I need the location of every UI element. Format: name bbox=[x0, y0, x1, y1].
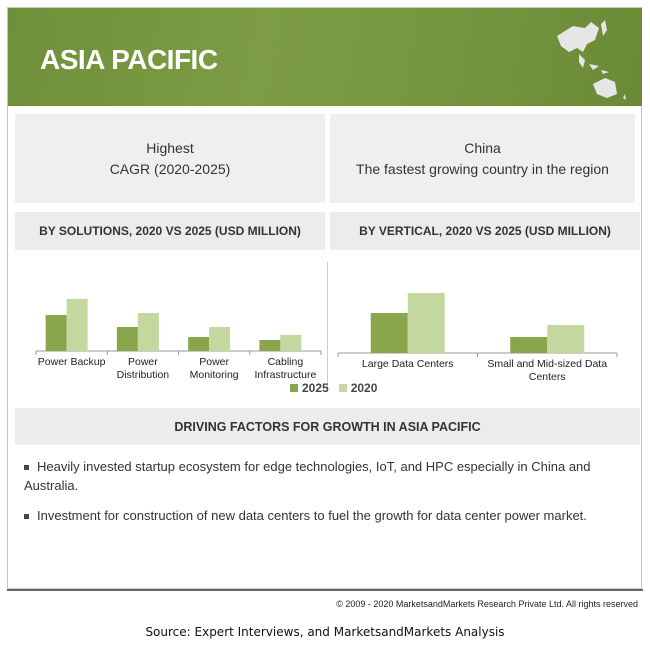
source-note: Source: Expert Interviews, and Marketsan… bbox=[145, 625, 505, 639]
infographic-frame bbox=[7, 7, 642, 589]
driver-item-1: Heavily invested startup ecosystem for e… bbox=[24, 457, 609, 495]
chart-title-solutions: BY SOLUTIONS, 2020 VS 2025 (USD MILLION) bbox=[15, 212, 325, 250]
x-tick-label: Power Monitoring bbox=[189, 356, 239, 381]
x-tick-label: Cabling Infrastructure bbox=[254, 356, 317, 381]
chart-title-vertical: BY VERTICAL, 2020 VS 2025 (USD MILLION) bbox=[330, 212, 640, 250]
x-tick-label: Small and Mid-sized Data Centers bbox=[487, 358, 608, 383]
highlight-country-line2: The fastest growing country in the regio… bbox=[356, 160, 609, 177]
chart-legend: 2025 2020 bbox=[290, 381, 377, 395]
bar-2020-cabling-infrastructure bbox=[280, 335, 302, 351]
footer-rule bbox=[7, 589, 643, 591]
legend-label-2025: 2025 bbox=[302, 381, 329, 395]
highlight-country-line1: China bbox=[464, 139, 501, 156]
driver-item-1-text: Heavily invested startup ecosystem for e… bbox=[24, 459, 591, 493]
bar-2025-cabling-infrastructure bbox=[259, 340, 281, 351]
bar-2020-power-monitoring bbox=[209, 327, 231, 351]
legend-swatch-2020 bbox=[338, 384, 347, 392]
bar-2025-power-backup bbox=[45, 315, 67, 351]
bar-2025-small-and-mid-sized-data-centers bbox=[510, 337, 548, 353]
vertical-bar-chart bbox=[337, 293, 618, 357]
bar-2025-large-data-centers bbox=[370, 313, 408, 353]
legend-label-2020: 2020 bbox=[350, 381, 378, 395]
copyright: © 2009 - 2020 MarketsandMarkets Research… bbox=[336, 599, 638, 609]
banner-title: ASIA PACIFIC bbox=[40, 44, 218, 75]
highlight-cagr-line1: Highest bbox=[146, 139, 194, 156]
bar-2025-power-monitoring bbox=[188, 337, 210, 351]
drivers-title: DRIVING FACTORS FOR GROWTH IN ASIA PACIF… bbox=[15, 408, 640, 445]
bar-2020-large-data-centers bbox=[407, 293, 445, 353]
bar-2020-power-distribution bbox=[137, 313, 159, 351]
highlight-country: China The fastest growing country in the… bbox=[330, 114, 635, 203]
driver-item-2: Investment for construction of new data … bbox=[24, 506, 609, 525]
legend-swatch-2025 bbox=[290, 384, 298, 392]
x-tick-label: Power Distribution bbox=[116, 356, 170, 381]
driver-item-2-text: Investment for construction of new data … bbox=[37, 508, 587, 523]
chart-divider bbox=[327, 262, 328, 392]
asia-pacific-map-icon bbox=[557, 20, 626, 100]
bullet-icon bbox=[24, 514, 29, 520]
solutions-bar-chart bbox=[35, 299, 322, 355]
bar-2025-power-distribution bbox=[116, 327, 138, 351]
banner: ASIA PACIFIC bbox=[8, 8, 642, 106]
x-tick-label: Large Data Centers bbox=[361, 358, 454, 370]
highlight-cagr: Highest CAGR (2020-2025) bbox=[15, 114, 325, 203]
x-tick-label: Power Backup bbox=[37, 356, 106, 368]
bar-2020-small-and-mid-sized-data-centers bbox=[547, 325, 585, 353]
highlight-cagr-line2: CAGR (2020-2025) bbox=[109, 160, 231, 177]
bullet-icon bbox=[24, 465, 29, 471]
bar-2020-power-backup bbox=[66, 299, 88, 351]
